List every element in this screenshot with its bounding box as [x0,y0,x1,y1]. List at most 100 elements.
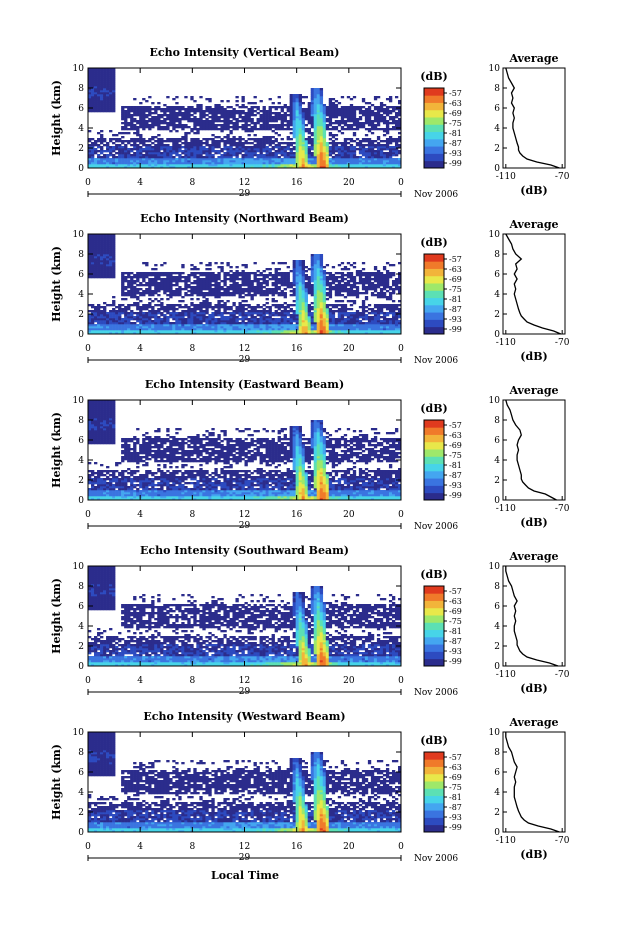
heatmap-cell [193,312,196,314]
heatmap-cell [106,248,109,250]
heatmap-cell [293,276,296,278]
heatmap-cell [226,262,229,264]
heatmap-cell [365,116,368,118]
heatmap-cell [94,242,97,244]
heatmap-cell [97,276,100,278]
heatmap-cell [302,132,305,134]
heatmap-cell [302,156,305,158]
heatmap-cell [220,322,223,324]
heatmap-cell [374,126,377,128]
heatmap-cell [251,320,254,322]
heatmap-cell [187,108,190,110]
heatmap-cell [217,312,220,314]
heatmap-cell [139,116,142,118]
heatmap-cell [311,264,314,266]
colorbar-tick-label: -63 [449,99,462,108]
heatmap-cell [169,276,172,278]
heatmap-cell [326,324,329,326]
heatmap-cell [157,282,160,284]
heatmap-cell [238,308,241,310]
heatmap-cell [248,110,251,112]
heatmap-cell [257,286,260,288]
heatmap-cell [290,330,293,332]
heatmap-cell [178,162,181,164]
heatmap-cell [100,310,103,312]
heatmap-cell [374,162,377,164]
heatmap-cell [275,278,278,280]
heatmap-cell [248,280,251,282]
heatmap-cell [136,304,139,306]
heatmap-cell [338,110,341,112]
heatmap-cell [157,160,160,162]
heatmap-cell [272,326,275,328]
heatmap-cell [220,316,223,318]
heatmap-cell [305,294,308,296]
heatmap-cell [199,146,202,148]
heatmap-cell [226,294,229,296]
heatmap-cell [235,150,238,152]
heatmap-cell [130,314,133,316]
heatmap-cell [109,108,112,110]
heatmap-cell [269,118,272,120]
heatmap-cell [311,328,314,330]
heatmap-cell [190,312,193,314]
heatmap-cell [341,128,344,130]
heatmap-cell [302,160,305,162]
heatmap-cell [323,138,326,140]
heatmap-cell [284,278,287,280]
heatmap-cell [335,104,338,106]
heatmap-cell [269,152,272,154]
heatmap-cell [305,284,308,286]
heatmap-cell [248,324,251,326]
heatmap-cell [229,142,232,144]
heatmap-cell [272,322,275,324]
heatmap-cell [184,118,187,120]
heatmap-cell [184,280,187,282]
heatmap-cell [329,160,332,162]
heatmap-cell [199,118,202,120]
heatmap-cell [163,162,166,164]
heatmap-cell [148,272,151,274]
heatmap-cell [229,330,232,332]
heatmap-cell [154,108,157,110]
heatmap-cell [145,328,148,330]
heatmap-cell [320,144,323,146]
heatmap-cell [145,320,148,322]
heatmap-cell [142,284,145,286]
heatmap-cell [308,288,311,290]
heatmap-cell [217,300,220,302]
heatmap-cell [190,294,193,296]
heatmap-cell [251,102,254,104]
heatmap-cell [154,106,157,108]
heatmap-cell [326,264,329,266]
heatmap-cell [196,308,199,310]
heatmap-cell [115,320,118,322]
y-tick-label: 4 [78,124,84,134]
heatmap-cell [139,114,142,116]
heatmap-cell [151,282,154,284]
heatmap-cell [356,162,359,164]
heatmap-cell [178,300,181,302]
heatmap-cell [317,274,320,276]
heatmap-cell [260,328,263,330]
heatmap-cell [97,146,100,148]
heatmap-cell [281,330,284,332]
heatmap-cell [148,330,151,332]
heatmap-cell [139,120,142,122]
heatmap-cell [91,306,94,308]
heatmap-cell [281,326,284,328]
heatmap-cell [374,156,377,158]
heatmap-cell [148,278,151,280]
heatmap-cell [202,152,205,154]
heatmap-cell [187,308,190,310]
heatmap-cell [317,298,320,300]
heatmap-cell [299,136,302,138]
heatmap-cell [169,322,172,324]
heatmap-cell [305,108,308,110]
heatmap-cell [175,102,178,104]
heatmap-cell [112,270,115,272]
heatmap-cell [184,96,187,98]
heatmap-cell [251,324,254,326]
heatmap-cell [184,108,187,110]
heatmap-cell [281,328,284,330]
